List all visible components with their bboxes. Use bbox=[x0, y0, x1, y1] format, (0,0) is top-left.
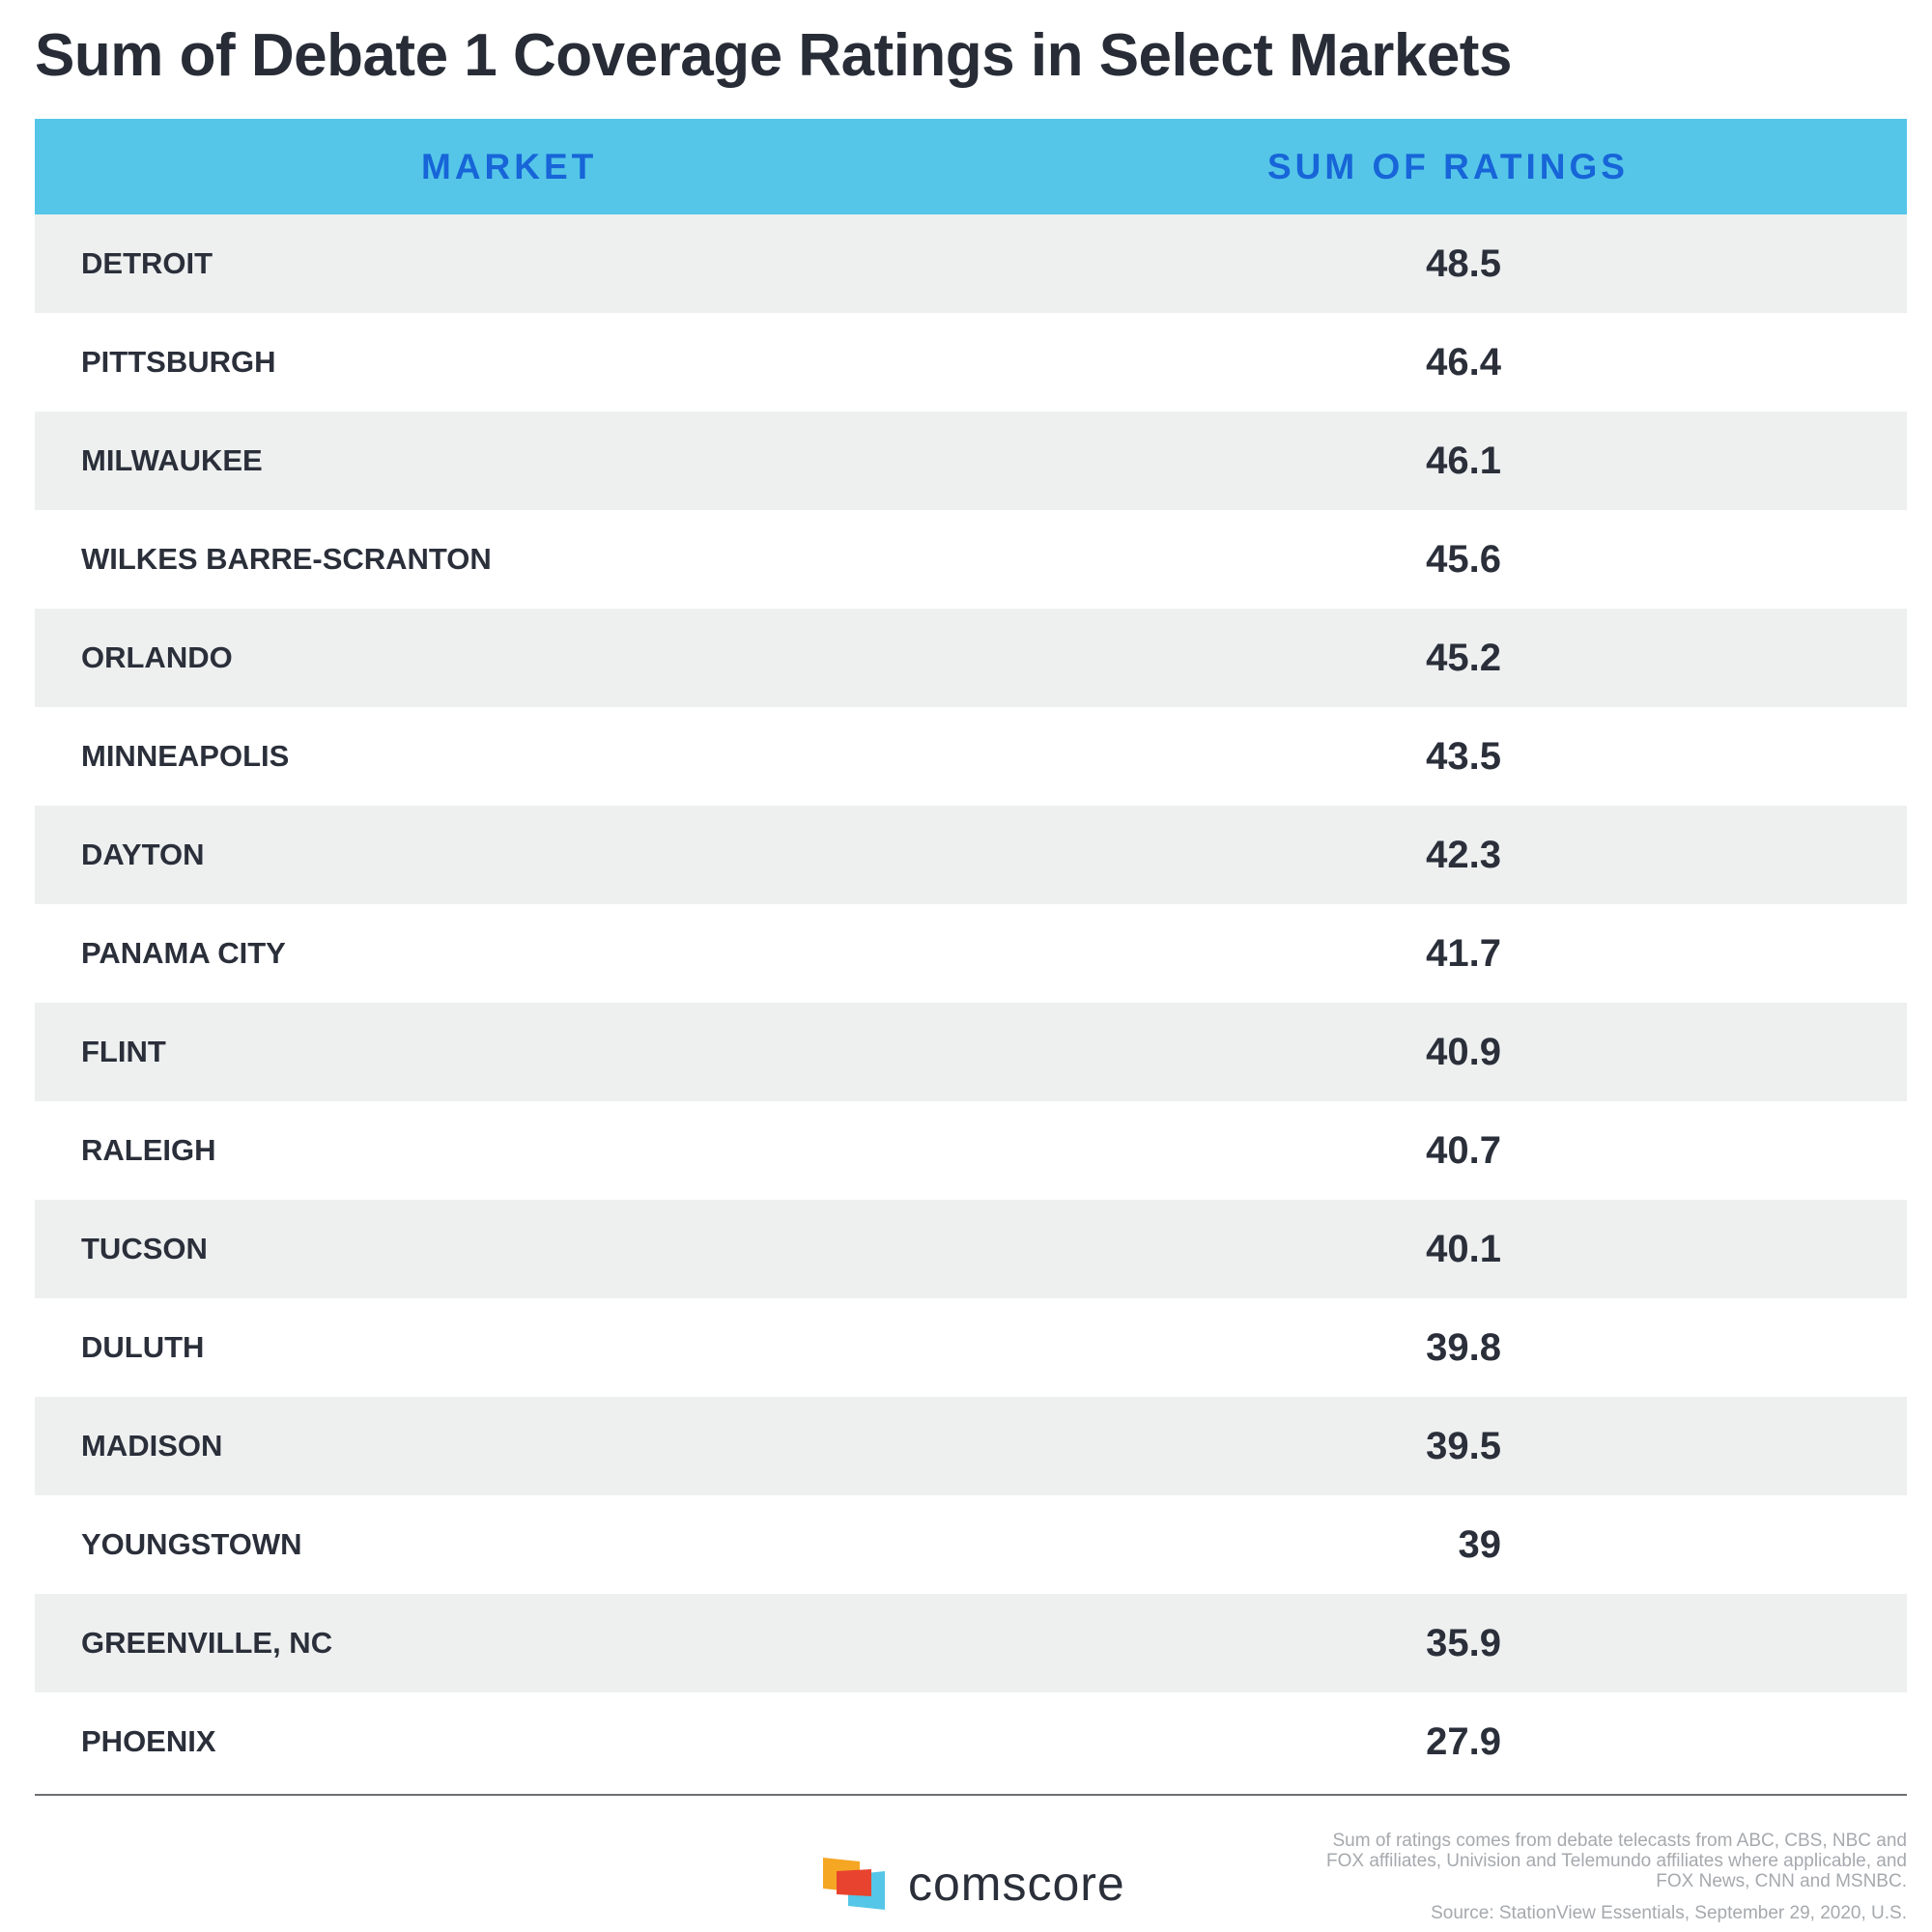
market-cell: MINNEAPOLIS bbox=[81, 739, 290, 773]
rating-value-cell: 46.4 bbox=[1426, 341, 1501, 384]
column-header-sum-of-ratings: SUM OF RATINGS bbox=[1267, 147, 1629, 186]
rating-value-cell: 35.9 bbox=[1426, 1622, 1501, 1664]
rating-value-cell: 40.7 bbox=[1426, 1129, 1501, 1172]
rating-value-cell: 39.8 bbox=[1426, 1326, 1501, 1369]
table-row: DULUTH 39.8 bbox=[35, 1298, 1907, 1397]
market-cell: RALEIGH bbox=[81, 1133, 216, 1167]
rating-value-cell: 48.5 bbox=[1426, 242, 1501, 285]
footnote: Sum of ratings comes from debate telecas… bbox=[1326, 1831, 1907, 1891]
market-cell: DULUTH bbox=[81, 1330, 205, 1364]
table-row: PITTSBURGH 46.4 bbox=[35, 313, 1907, 412]
table-row: DETROIT 48.5 bbox=[35, 214, 1907, 313]
table-row: GREENVILLE, NC 35.9 bbox=[35, 1594, 1907, 1692]
market-cell: PITTSBURGH bbox=[81, 345, 276, 379]
rating-value-cell: 43.5 bbox=[1426, 735, 1501, 778]
table-row: RALEIGH 40.7 bbox=[35, 1101, 1907, 1200]
table-row: DAYTON 42.3 bbox=[35, 806, 1907, 904]
table-row: ORLANDO 45.2 bbox=[35, 609, 1907, 707]
table-row: MINNEAPOLIS 43.5 bbox=[35, 707, 1907, 806]
table-row: PHOENIX 27.9 bbox=[35, 1692, 1907, 1791]
rating-value-cell: 39.5 bbox=[1426, 1425, 1501, 1467]
market-cell: WILKES BARRE-SCRANTON bbox=[81, 542, 492, 576]
rating-value-cell: 39 bbox=[1458, 1523, 1502, 1566]
rating-value-cell: 45.2 bbox=[1426, 637, 1501, 679]
market-cell: PHOENIX bbox=[81, 1724, 216, 1758]
comscore-logo-icon bbox=[823, 1858, 885, 1910]
market-cell: DAYTON bbox=[81, 838, 205, 871]
market-cell: GREENVILLE, NC bbox=[81, 1626, 333, 1660]
table-row: YOUNGSTOWN 39 bbox=[35, 1495, 1907, 1594]
table-row: WILKES BARRE-SCRANTON 45.6 bbox=[35, 510, 1907, 609]
rating-value-cell: 41.7 bbox=[1426, 932, 1501, 975]
table-bottom-rule bbox=[35, 1794, 1907, 1796]
rating-value-cell: 46.1 bbox=[1426, 440, 1501, 482]
rating-value-cell: 42.3 bbox=[1426, 834, 1501, 876]
market-cell: ORLANDO bbox=[81, 640, 233, 674]
source-note: Source: StationView Essentials, Septembe… bbox=[1431, 1903, 1907, 1923]
ratings-table: MARKET SUM OF RATINGS DETROIT 48.5 PITTSBU… bbox=[35, 119, 1907, 1791]
table-row: PANAMA CITY 41.7 bbox=[35, 904, 1907, 1003]
market-cell: MILWAUKEE bbox=[81, 443, 263, 477]
market-cell: MADISON bbox=[81, 1429, 223, 1463]
table-row: FLINT 40.9 bbox=[35, 1003, 1907, 1101]
comscore-logo-text: comscore bbox=[908, 1857, 1125, 1911]
rating-value-cell: 45.6 bbox=[1426, 538, 1501, 581]
rating-value-cell: 40.9 bbox=[1426, 1031, 1501, 1073]
market-cell: FLINT bbox=[81, 1035, 166, 1068]
market-cell: PANAMA CITY bbox=[81, 936, 286, 970]
table-row: MILWAUKEE 46.1 bbox=[35, 412, 1907, 510]
column-header-market: MARKET bbox=[421, 147, 598, 186]
rating-value-cell: 40.1 bbox=[1426, 1228, 1501, 1270]
market-cell: DETROIT bbox=[81, 246, 213, 280]
table-row: TUCSON 40.1 bbox=[35, 1200, 1907, 1298]
market-cell: YOUNGSTOWN bbox=[81, 1527, 302, 1561]
comscore-logo: comscore bbox=[823, 1857, 1125, 1911]
page-title: Sum of Debate 1 Coverage Ratings in Sele… bbox=[35, 22, 1512, 89]
rating-value-cell: 27.9 bbox=[1426, 1720, 1501, 1763]
market-cell: TUCSON bbox=[81, 1232, 208, 1265]
table-header: MARKET SUM OF RATINGS bbox=[35, 119, 1907, 214]
table-row: MADISON 39.5 bbox=[35, 1397, 1907, 1495]
table-body: DETROIT 48.5 PITTSBURGH 46.4 MILWAUKEE 46.1 WI… bbox=[35, 214, 1907, 1791]
